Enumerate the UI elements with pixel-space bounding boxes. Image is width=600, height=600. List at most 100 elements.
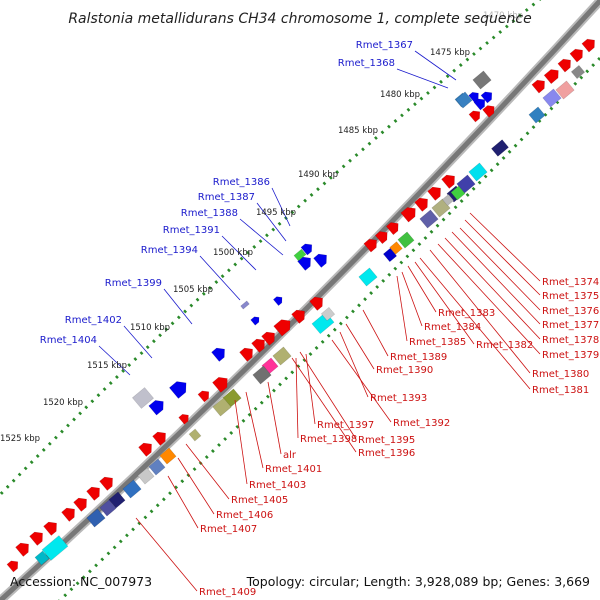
forward-gene-label: Rmet_1399: [105, 278, 162, 289]
forward-cds-arrow: [211, 347, 225, 362]
reverse-gene-label: Rmet_1395: [358, 435, 415, 446]
reverse-gene-label: Rmet_1392: [393, 418, 450, 429]
feature-block: [272, 346, 292, 366]
reverse-leader-line: [469, 212, 541, 282]
reverse-cds-arrow: [86, 486, 100, 501]
reverse-leader-line: [464, 219, 541, 296]
reverse-cds-arrow: [138, 442, 152, 457]
feature-block: [99, 499, 117, 517]
reverse-cds-arrow: [152, 431, 166, 446]
forward-cds-arrow: [272, 296, 283, 307]
kbp-tick-label: 1510 kbp: [130, 323, 170, 333]
accession-text: Accession: NC_007973: [10, 574, 152, 589]
reverse-cds-arrow: [569, 48, 583, 63]
reverse-gene-label: Rmet_1374: [542, 277, 599, 288]
forward-gene-label: Rmet_1367: [356, 40, 413, 51]
feature-block: [419, 209, 439, 229]
forward-cds-arrow: [148, 400, 164, 416]
forward-leader-line: [271, 187, 291, 227]
reverse-cds-arrow: [261, 331, 275, 346]
reverse-gene-label: Rmet_1379: [542, 350, 599, 361]
reverse-cds-arrow: [468, 110, 481, 123]
reverse-leader-line: [295, 357, 299, 439]
feature-block: [320, 306, 336, 322]
forward-leader-line: [414, 50, 457, 81]
reverse-leader-line: [245, 391, 264, 469]
reverse-leader-line: [234, 399, 248, 485]
forward-cds-arrow: [468, 91, 479, 103]
kbp-tick-label: 1500 kbp: [213, 248, 253, 258]
kbp-tick-label: 1505 kbp: [173, 285, 213, 295]
reverse-cds-arrow: [6, 560, 19, 573]
feature-block: [122, 479, 142, 499]
reverse-gene-label: Rmet_1390: [376, 365, 433, 376]
feature-block: [468, 162, 488, 182]
feature-block: [34, 550, 50, 566]
reverse-cds-arrow: [29, 531, 43, 546]
kbp-tick-label: 1525 kbp: [0, 434, 40, 444]
reverse-gene-label: Rmet_1403: [249, 480, 306, 491]
reverse-gene-label: Rmet_1406: [216, 510, 273, 521]
reverse-cds-arrow: [441, 174, 455, 189]
forward-gene-label: Rmet_1404: [40, 335, 97, 346]
reverse-gene-label: Rmet_1409: [199, 587, 256, 598]
feature-block: [252, 365, 272, 385]
forward-leader-line: [221, 235, 257, 271]
reverse-cds-arrow: [251, 338, 265, 353]
feature-block: [397, 231, 415, 249]
reverse-gene-label: Rmet_1378: [542, 335, 599, 346]
reverse-cds-arrow: [543, 69, 559, 85]
forward-leader-line: [123, 325, 153, 359]
backbone-spacer: [0, 0, 1, 1]
feature-block: [108, 491, 126, 509]
kbp-tick-label: 1470 kbp: [483, 11, 523, 21]
forward-leader-line: [256, 202, 287, 242]
reverse-cds-arrow: [15, 542, 29, 557]
reverse-leader-line: [419, 257, 531, 390]
reverse-leader-line: [177, 457, 215, 515]
feature-block: [358, 267, 378, 287]
feature-block: [491, 139, 509, 157]
feature-block: [212, 397, 232, 417]
reverse-cds-arrow: [414, 197, 428, 212]
forward-gene-label: Rmet_1402: [65, 315, 122, 326]
reverse-cds-arrow: [99, 476, 113, 491]
feature-block: [389, 241, 403, 255]
reverse-leader-line: [135, 517, 198, 592]
reverse-gene-label: Rmet_1393: [370, 393, 427, 404]
forward-gene-label: Rmet_1394: [141, 245, 198, 256]
reverse-cds-arrow: [291, 309, 305, 324]
forward-cds-arrow: [313, 253, 327, 268]
forward-cds-arrow: [300, 243, 313, 256]
reverse-cds-arrow: [178, 413, 189, 425]
reverse-cds-arrow: [309, 296, 323, 311]
reverse-cds-arrow: [61, 507, 75, 522]
kbp-tick-label: 1475 kbp: [430, 48, 470, 58]
kbp-tick-label: 1480 kbp: [380, 90, 420, 100]
reverse-gene-label: Rmet_1384: [424, 322, 481, 333]
reverse-leader-line: [185, 443, 230, 500]
reverse-leader-line: [396, 275, 408, 342]
reverse-cds-arrow: [374, 231, 388, 245]
forward-gene-label: Rmet_1391: [163, 225, 220, 236]
feature-block: [382, 247, 398, 263]
forward-gene-label: Rmet_1388: [181, 208, 238, 219]
feature-block: [137, 467, 155, 485]
reverse-leader-line: [167, 475, 199, 529]
map-title: Ralstonia metallidurans CH34 chromosome …: [68, 11, 531, 27]
forward-gene-label: Rmet_1386: [213, 177, 270, 188]
feature-block: [570, 64, 586, 80]
reverse-gene-label: Rmet_1380: [532, 369, 589, 380]
reverse-leader-line: [299, 351, 357, 440]
forward-leader-line: [199, 255, 241, 301]
feature-block: [542, 88, 562, 108]
reverse-cds-arrow: [385, 222, 399, 236]
reverse-gene-label: alr: [283, 450, 297, 461]
summary-text: Topology: circular; Length: 3,928,089 bp…: [246, 574, 590, 589]
gene-labels: Rmet_1367 Rmet_1368 Rmet_1386 Rmet_1387 Rmet…: [40, 40, 599, 598]
kbp-tick-label: 1485 kbp: [338, 126, 378, 136]
forward-feature-block: [131, 387, 155, 409]
